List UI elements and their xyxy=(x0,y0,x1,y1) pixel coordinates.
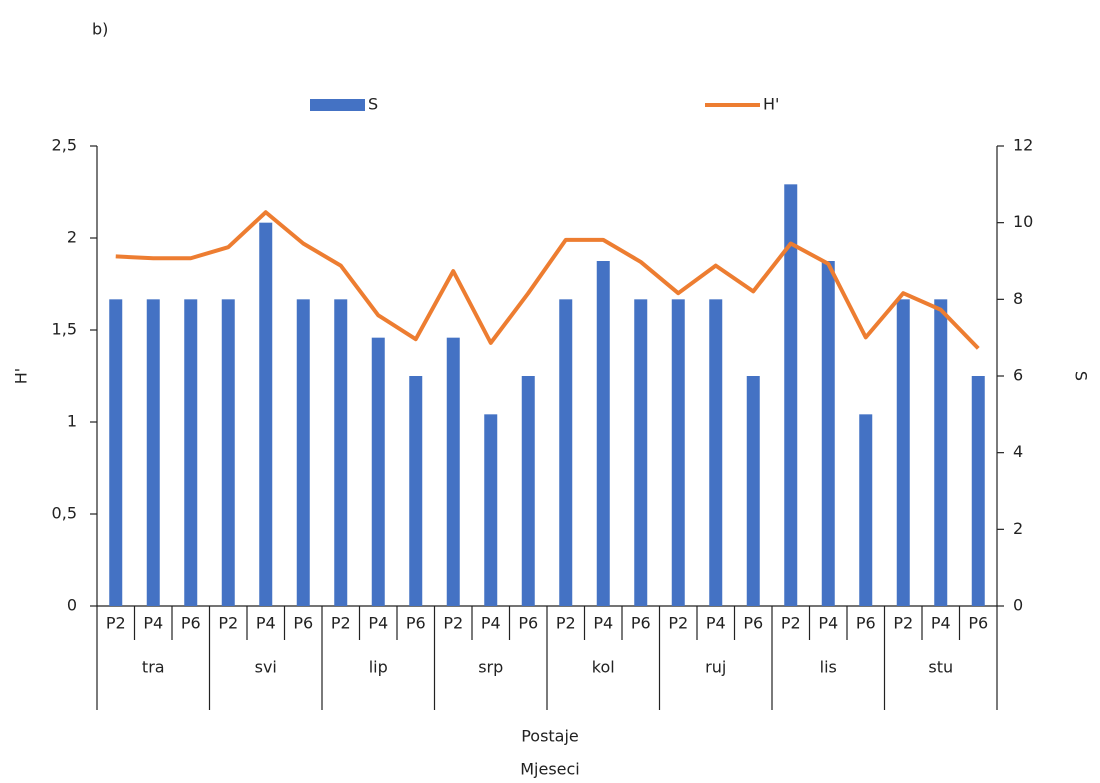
x-tick-label: P6 xyxy=(856,614,876,633)
x-tick-label: P2 xyxy=(106,614,126,633)
x-tick-label: P2 xyxy=(218,614,238,633)
x-tick-label: P4 xyxy=(593,614,613,633)
y-tick-label: 2 xyxy=(67,228,77,247)
bar xyxy=(184,299,198,606)
bar xyxy=(821,261,835,606)
group-label: svi xyxy=(255,658,277,677)
x-tick-label: P4 xyxy=(256,614,276,633)
group-label: kol xyxy=(592,658,615,677)
bar xyxy=(784,184,798,607)
x-axis-label: Postaje xyxy=(521,727,579,746)
bar xyxy=(596,261,610,606)
legend-label: H' xyxy=(763,95,779,114)
bar xyxy=(896,299,910,606)
y-tick-label: 2,5 xyxy=(52,136,77,155)
y2-tick-label: 0 xyxy=(1013,596,1023,615)
legend-swatch xyxy=(310,99,365,111)
x-tick-label: P6 xyxy=(631,614,651,633)
group-label: srp xyxy=(478,658,503,677)
bar xyxy=(221,299,235,606)
group-label: ruj xyxy=(705,658,726,677)
x-tick-label: P4 xyxy=(368,614,388,633)
bar xyxy=(334,299,348,606)
x-tick-label: P6 xyxy=(181,614,201,633)
bar xyxy=(109,299,123,606)
x-tick-label: P6 xyxy=(743,614,763,633)
bar xyxy=(296,299,310,606)
x-tick-label: P6 xyxy=(518,614,538,633)
panel-label: b) xyxy=(92,20,108,39)
bar xyxy=(371,337,385,606)
x-tick-label: P6 xyxy=(406,614,426,633)
y-axis-label: H' xyxy=(12,368,31,384)
bar xyxy=(521,376,535,606)
x-tick-label: P6 xyxy=(968,614,988,633)
bar xyxy=(484,414,498,606)
bar xyxy=(934,299,948,606)
x-tick-label: P2 xyxy=(781,614,801,633)
bar xyxy=(971,376,985,606)
x-tick-label: P6 xyxy=(293,614,313,633)
x-group-label: Mjeseci xyxy=(520,760,580,779)
y-tick-label: 1,5 xyxy=(52,320,77,339)
y2-axis-label: S xyxy=(1072,371,1091,381)
x-tick-label: P2 xyxy=(331,614,351,633)
bar xyxy=(671,299,685,606)
bar xyxy=(746,376,760,606)
x-tick-label: P2 xyxy=(556,614,576,633)
bar xyxy=(259,222,273,606)
line xyxy=(115,210,980,350)
y-tick-label: 1 xyxy=(67,412,77,431)
bar xyxy=(446,337,460,606)
x-tick-label: P4 xyxy=(931,614,951,633)
y2-tick-label: 2 xyxy=(1013,519,1023,538)
bar xyxy=(409,376,423,606)
group-label: lip xyxy=(369,658,388,677)
y2-tick-label: 6 xyxy=(1013,366,1023,385)
y2-tick-label: 12 xyxy=(1013,136,1033,155)
bar xyxy=(559,299,573,606)
y-tick-label: 0,5 xyxy=(52,504,77,523)
y2-tick-label: 10 xyxy=(1013,212,1033,231)
x-tick-label: P4 xyxy=(481,614,501,633)
bar xyxy=(634,299,648,606)
bar xyxy=(146,299,160,606)
y2-tick-label: 8 xyxy=(1013,289,1023,308)
bar xyxy=(709,299,723,606)
x-tick-label: P2 xyxy=(668,614,688,633)
legend-label: S xyxy=(368,95,378,114)
x-tick-label: P2 xyxy=(893,614,913,633)
x-tick-label: P4 xyxy=(818,614,838,633)
x-tick-label: P4 xyxy=(706,614,726,633)
group-label: tra xyxy=(142,658,165,677)
x-tick-label: P4 xyxy=(143,614,163,633)
group-label: lis xyxy=(820,658,837,677)
x-tick-label: P2 xyxy=(443,614,463,633)
bar xyxy=(859,414,873,606)
y2-tick-label: 4 xyxy=(1013,442,1023,461)
group-label: stu xyxy=(928,658,953,677)
y-tick-label: 0 xyxy=(67,596,77,615)
